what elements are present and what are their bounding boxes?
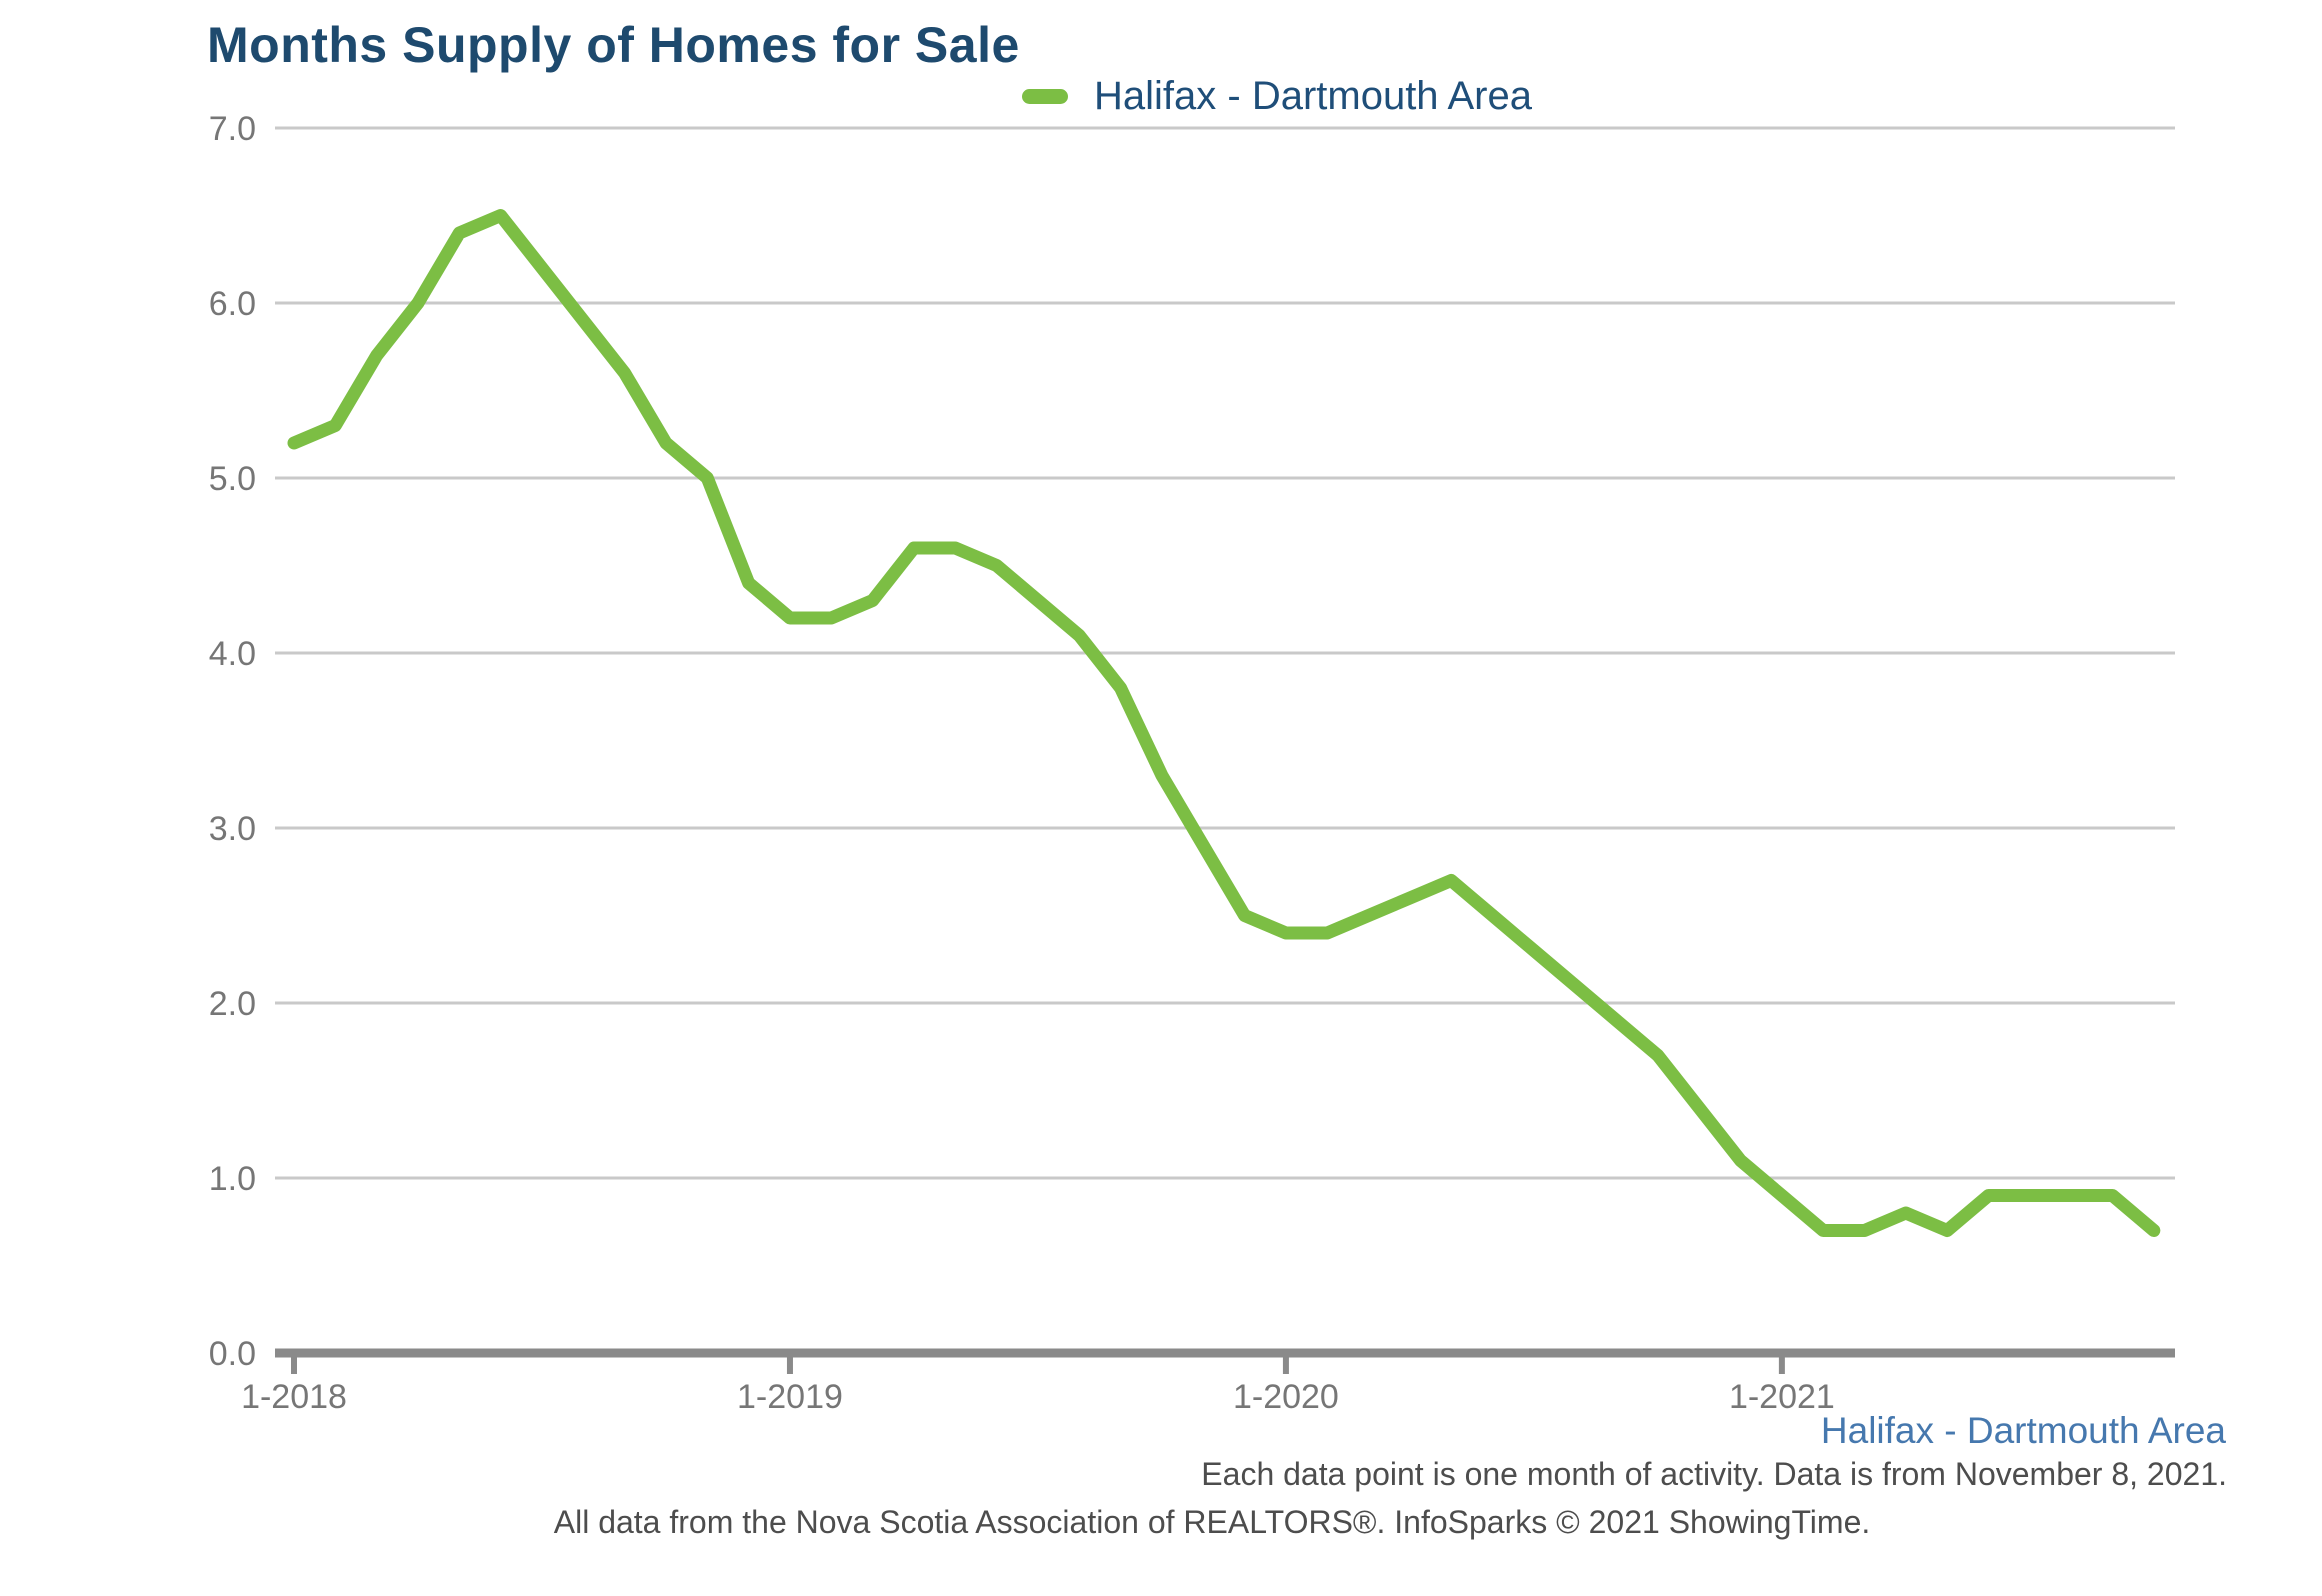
chart-title: Months Supply of Homes for Sale [207, 17, 1020, 73]
x-axis-tick-label: 1-2020 [1233, 1378, 1339, 1416]
y-axis-tick-label: 5.0 [209, 460, 256, 498]
y-axis-tick-label: 4.0 [209, 635, 256, 673]
footer-note-activity: Each data point is one month of activity… [1201, 1456, 2227, 1492]
x-axis-tick-label: 1-2019 [737, 1378, 843, 1416]
y-axis-tick-label: 1.0 [209, 1160, 256, 1198]
y-axis-tick-label: 6.0 [209, 285, 256, 323]
footer-series-label: Halifax - Dartmouth Area [1820, 1410, 2226, 1451]
footer-note-attribution: All data from the Nova Scotia Associatio… [553, 1504, 1871, 1540]
x-axis-tick-label: 1-2021 [1729, 1378, 1835, 1416]
y-axis-tick-label: 3.0 [209, 810, 256, 848]
legend-label: Halifax - Dartmouth Area [1094, 73, 1532, 118]
legend: Halifax - Dartmouth Area [1022, 73, 1532, 118]
y-axis-tick-label: 7.0 [209, 110, 256, 148]
y-axis-tick-label: 0.0 [209, 1335, 256, 1373]
legend-swatch-icon [1022, 88, 1068, 104]
y-axis-tick-label: 2.0 [209, 985, 256, 1023]
x-axis-tick-label: 1-2018 [241, 1378, 347, 1416]
series-line-halifax-dartmouth [287, 209, 2161, 1237]
